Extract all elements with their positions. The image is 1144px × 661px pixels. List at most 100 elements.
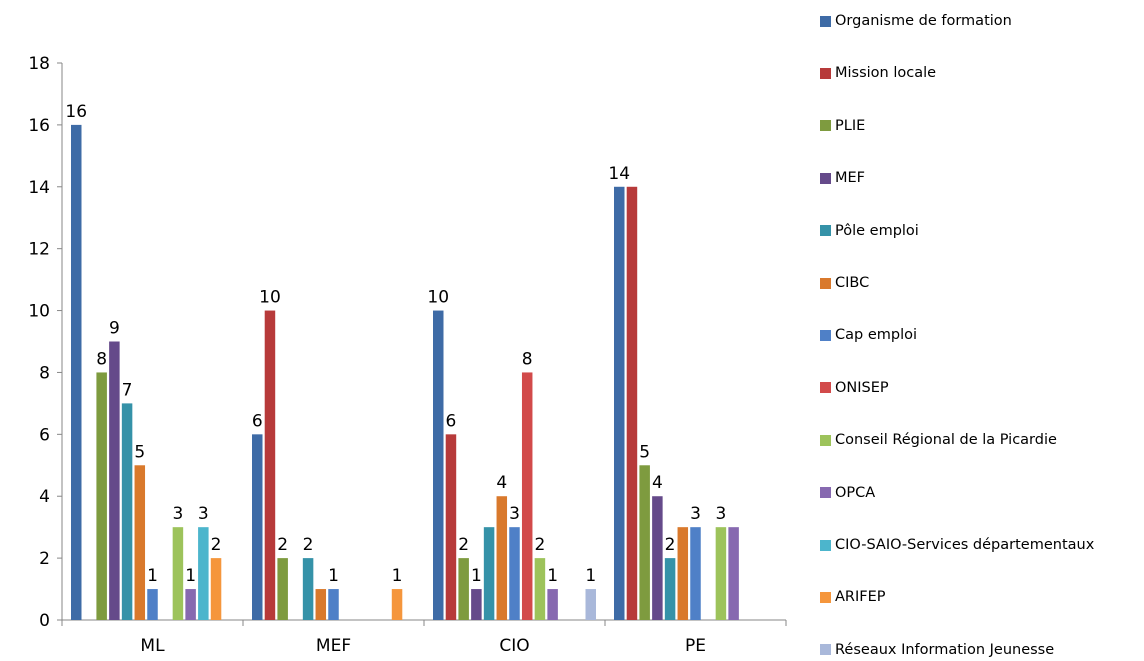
legend-item: Pôle emploi: [820, 220, 919, 242]
legend-label: Pôle emploi: [835, 222, 919, 239]
legend-label: OPCA: [835, 484, 876, 501]
bar: [471, 589, 482, 620]
bar: [521, 372, 533, 620]
x-category-label: CIO: [499, 636, 529, 656]
data-label: 6: [252, 411, 263, 431]
legend-item: Cap emploi: [820, 324, 917, 346]
data-label: 2: [277, 535, 288, 555]
bar: [626, 186, 638, 620]
bar: [185, 589, 196, 620]
data-label: 9: [109, 319, 120, 339]
data-label: 1: [471, 566, 482, 586]
bar: [483, 527, 495, 620]
legend-label: PLIE: [835, 117, 866, 134]
bar: [728, 527, 739, 620]
legend-label: MEF: [835, 170, 866, 187]
y-tick-label: 2: [39, 549, 50, 569]
bar: [458, 558, 469, 620]
data-label: 1: [392, 566, 403, 586]
bar: [534, 558, 546, 620]
legend-swatch: [820, 382, 831, 394]
y-tick-label: 16: [28, 116, 50, 136]
data-label: 2: [211, 535, 222, 555]
legend-label: ARIFEP: [835, 589, 886, 606]
legend-swatch: [820, 172, 831, 184]
data-label: 10: [259, 288, 281, 308]
data-label: 1: [185, 566, 196, 586]
bar: [198, 527, 209, 620]
bar: [96, 372, 107, 620]
legend-swatch: [820, 67, 831, 79]
legend-item: CIBC: [820, 272, 869, 294]
data-label: 5: [134, 442, 145, 462]
legend-item: Mission locale: [820, 62, 936, 84]
legend-label: CIO-SAIO-Services départementaux: [835, 537, 1095, 553]
data-label: 8: [96, 349, 107, 369]
data-label: 8: [522, 349, 533, 369]
bar: [677, 527, 689, 620]
y-tick-label: 0: [39, 611, 50, 631]
data-label: 1: [547, 566, 558, 586]
y-tick-label: 10: [28, 302, 50, 322]
legend-swatch: [820, 329, 831, 341]
legend-swatch: [820, 277, 831, 289]
data-label: 3: [690, 504, 701, 524]
bar: [652, 496, 663, 620]
legend-item: MEF: [820, 167, 865, 189]
data-label: 3: [716, 504, 727, 524]
legend-swatch: [820, 434, 831, 446]
bar: [547, 589, 558, 620]
legend-label: Conseil Régional de la Picardie: [835, 432, 1057, 449]
bar: [496, 496, 508, 620]
legend-label: ONISEP: [835, 379, 889, 396]
y-tick-label: 12: [28, 240, 50, 260]
x-category-label: MEF: [316, 636, 351, 656]
bar: [252, 434, 263, 620]
data-label: 2: [458, 535, 469, 555]
legend-swatch: [820, 591, 831, 603]
bar: [134, 465, 146, 620]
bar: [664, 558, 676, 620]
bar: [302, 558, 314, 620]
bar: [509, 527, 520, 620]
legend-swatch: [820, 644, 831, 656]
legend-item: Réseaux Information Jeunesse: [820, 639, 1054, 661]
bar: [690, 527, 701, 620]
data-label: 1: [147, 566, 158, 586]
bar: [277, 558, 288, 620]
data-label: 1: [585, 566, 596, 586]
bar: [71, 124, 82, 620]
legend-label: Réseaux Information Jeunesse: [835, 641, 1055, 658]
legend-item: Organisme de formation: [820, 10, 1012, 32]
legend-label: Mission locale: [835, 65, 937, 82]
legend-label: Organisme de formation: [835, 13, 1012, 29]
bar: [121, 403, 133, 620]
legend-item: Conseil Régional de la Picardie: [820, 429, 1057, 451]
bar: [109, 341, 120, 620]
bar: [715, 527, 727, 620]
legend-item: OPCA: [820, 482, 875, 504]
bar: [639, 465, 650, 620]
legend-item: CIO-SAIO-Services départementaux: [820, 534, 1094, 556]
legend-label: Cap emploi: [835, 327, 918, 344]
legend-swatch: [820, 487, 831, 499]
y-tick-label: 6: [39, 425, 50, 445]
legend-swatch: [820, 225, 831, 237]
data-label: 4: [496, 473, 507, 493]
bar: [328, 589, 339, 620]
bar: [585, 589, 596, 620]
bar: [445, 434, 457, 620]
bar: [264, 310, 276, 620]
data-label: 4: [652, 473, 663, 493]
data-label: 3: [198, 504, 209, 524]
data-label: 10: [427, 288, 449, 308]
data-label: 1: [328, 566, 339, 586]
legend-item: ARIFEP: [820, 586, 886, 608]
data-label: 3: [509, 504, 520, 524]
data-label: 2: [665, 535, 676, 555]
data-label: 3: [173, 504, 184, 524]
legend-swatch: [820, 539, 831, 551]
bar: [433, 310, 444, 620]
